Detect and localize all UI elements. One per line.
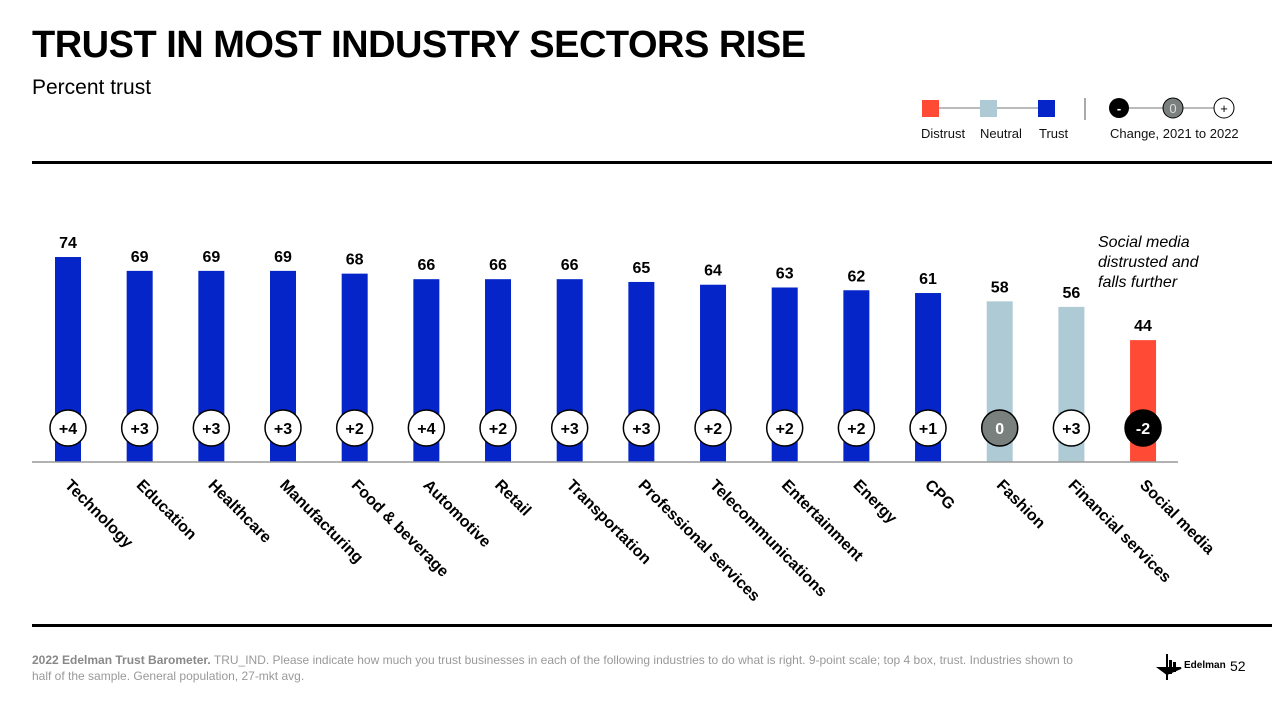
change-label-13: 0	[995, 421, 1004, 438]
value-label-2: 69	[202, 249, 220, 266]
brand-name: Edelman	[1184, 660, 1226, 671]
change-label-2: +3	[202, 421, 220, 438]
legend-pos-symbol: +	[1220, 101, 1228, 116]
change-label-8: +3	[632, 421, 650, 438]
change-circle-3	[264, 409, 302, 447]
change-label-3: +3	[274, 421, 292, 438]
legend-negative-change-icon	[1109, 98, 1129, 118]
change-label-10: +2	[776, 421, 794, 438]
value-label-0: 74	[59, 235, 77, 252]
change-circle-8	[622, 409, 661, 447]
value-label-3: 69	[274, 249, 292, 266]
change-circle-9	[694, 409, 732, 447]
legend-distrust-swatch	[922, 100, 939, 117]
change-label-0: +4	[59, 421, 77, 438]
category-label-2: Healthcare	[205, 477, 275, 547]
legend-change-label: Change, 2021 to 2022	[1110, 126, 1239, 141]
value-label-6: 66	[489, 257, 507, 274]
value-label-7: 66	[561, 257, 579, 274]
bottom-divider	[32, 624, 1272, 627]
footer-source: 2022 Edelman Trust Barometer. TRU_IND. P…	[32, 652, 1082, 684]
category-label-8: Professional services	[635, 477, 763, 605]
category-label-9: Telecommunications	[706, 477, 830, 601]
category-label-11: Energy	[850, 477, 900, 527]
change-circle-1	[120, 409, 159, 447]
change-circle-14	[1052, 409, 1091, 447]
change-label-4: +2	[346, 421, 364, 438]
page-number: 52	[1230, 658, 1246, 674]
value-label-12: 61	[919, 271, 937, 288]
value-label-8: 65	[632, 260, 650, 277]
change-circle-13	[980, 409, 1019, 447]
social-media-annotation: Social media distrusted and falls furthe…	[1098, 234, 1199, 291]
value-label-14: 56	[1062, 285, 1080, 302]
value-label-5: 66	[417, 257, 435, 274]
legend-distrust-label: Distrust	[921, 126, 966, 141]
legend-neutral-label: Neutral	[980, 126, 1022, 141]
category-label-0: Technology	[61, 477, 136, 552]
change-label-5: +4	[417, 421, 435, 438]
legend-neutral-swatch	[980, 100, 997, 117]
category-label-13: Fashion	[993, 477, 1048, 532]
change-circle-6	[479, 409, 517, 447]
page-title: TRUST IN MOST INDUSTRY SECTORS RISE	[32, 24, 806, 66]
change-label-15: -2	[1136, 421, 1150, 438]
change-label-11: +2	[847, 421, 865, 438]
category-label-6: Retail	[491, 477, 534, 520]
change-label-1: +3	[131, 421, 149, 438]
change-label-9: +2	[704, 421, 722, 438]
category-label-5: Automotive	[420, 477, 494, 551]
legend-trust-swatch	[1038, 100, 1055, 117]
change-circle-2	[192, 409, 231, 447]
value-label-1: 69	[131, 249, 149, 266]
change-label-6: +2	[489, 421, 507, 438]
change-circle-10	[765, 409, 804, 447]
legend-zero-symbol: 0	[1169, 101, 1176, 116]
change-label-12: +1	[919, 421, 937, 438]
change-label-14: +3	[1062, 421, 1080, 438]
change-circle-0	[49, 409, 87, 447]
category-label-15: Social media	[1136, 477, 1217, 558]
value-label-9: 64	[704, 263, 722, 280]
change-circle-4	[335, 409, 374, 447]
change-label-7: +3	[561, 421, 579, 438]
legend-trust-label: Trust	[1039, 126, 1069, 141]
page-subtitle: Percent trust	[32, 76, 152, 99]
change-circle-7	[550, 409, 589, 447]
top-divider	[32, 161, 1272, 164]
legend-positive-change-icon	[1213, 97, 1235, 119]
change-circle-5	[407, 409, 446, 447]
change-circle-11	[837, 409, 876, 447]
change-circle-15	[1124, 409, 1162, 447]
edelman-logo-icon	[1156, 654, 1182, 680]
value-label-10: 63	[776, 265, 794, 282]
value-label-4: 68	[346, 252, 364, 269]
footer-bold: 2022 Edelman Trust Barometer.	[32, 653, 211, 667]
legend: - 0 +	[922, 97, 1235, 120]
footer-text: TRU_IND. Please indicate how much you tr…	[32, 653, 1073, 683]
change-circle-12	[909, 409, 947, 447]
legend-neg-symbol: -	[1117, 101, 1121, 116]
category-label-12: CPG	[921, 477, 958, 514]
legend-zero-change-icon	[1162, 97, 1184, 119]
category-label-1: Education	[133, 477, 200, 544]
value-label-11: 62	[847, 268, 865, 285]
value-label-13: 58	[991, 279, 1009, 296]
value-label-15: 44	[1134, 318, 1152, 335]
